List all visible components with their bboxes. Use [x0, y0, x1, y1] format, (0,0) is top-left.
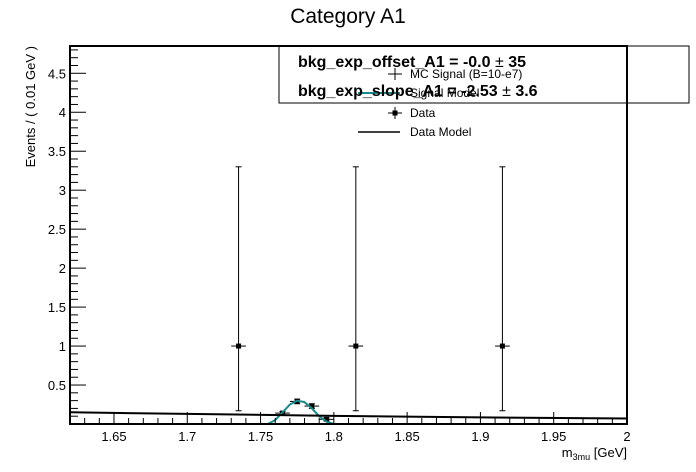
- y-tick-label: 3: [59, 183, 66, 198]
- y-axis-label: Events / ( 0.01 GeV ): [23, 46, 38, 167]
- x-tick-label: 1.7: [178, 429, 196, 444]
- data-marker: [309, 403, 315, 409]
- stats-offset-pm: ±: [495, 54, 504, 71]
- stats-box-frame: [278, 45, 690, 104]
- x-axis-label-sub: 3mu: [573, 452, 591, 462]
- x-axis-label-main: m: [562, 445, 573, 460]
- stats-line-offset: bkg_exp_offset_A1 = -0.0 ± 35: [298, 54, 526, 71]
- x-tick-label: 1.9: [471, 429, 489, 444]
- stats-line-slope: bkg_exp_slope_A1 = -2.53 ± 3.6: [298, 83, 538, 100]
- legend-entry: Signal Model: [358, 86, 479, 100]
- data-marker: [324, 416, 330, 422]
- legend-label: Signal Model: [410, 86, 479, 100]
- data-point: [348, 166, 364, 412]
- legend-entry: Data Model: [358, 125, 471, 139]
- data-layer: [69, 166, 628, 425]
- y-tick-label: 4.5: [48, 66, 66, 81]
- y-tick-label: 2: [59, 261, 66, 276]
- stats-slope-label: bkg_exp_slope_A1 = -2.53: [298, 83, 502, 100]
- chart-title: Category A1: [290, 5, 406, 28]
- data-point: [495, 166, 510, 412]
- stats-box: bkg_exp_offset_A1 = -0.0 ± 35 bkg_exp_sl…: [278, 45, 690, 104]
- data-point: [231, 166, 246, 412]
- legend-label: MC Signal (B=10-e7): [410, 67, 522, 81]
- legend-label: Data Model: [410, 125, 471, 139]
- x-axis-label-unit: [GeV]: [590, 445, 627, 460]
- x-tick-label: 1.8: [325, 429, 343, 444]
- y-tick-label: 3.5: [48, 144, 66, 159]
- stats-slope-value: 3.6: [511, 83, 538, 100]
- y-tick-label: 0.5: [48, 378, 66, 393]
- data-marker: [353, 343, 359, 349]
- y-tick-label: 1: [59, 339, 66, 354]
- x-axis-label: m3mu [GeV]: [562, 445, 627, 462]
- stats-slope-pm: ±: [502, 83, 511, 100]
- signal-model-curve: [267, 399, 335, 425]
- data-marker: [499, 343, 505, 349]
- x-tick-label: 1.95: [541, 429, 566, 444]
- x-tick-label: 1.65: [101, 429, 126, 444]
- legend-marker: [392, 110, 398, 116]
- data-model-curve: [69, 411, 628, 420]
- stats-offset-value: 35: [504, 54, 526, 71]
- stats-offset-label: bkg_exp_offset_A1 = -0.0: [298, 54, 495, 71]
- legend-label: Data: [410, 106, 436, 120]
- legend-entry: MC Signal (B=10-e7): [388, 67, 522, 81]
- data-marker: [236, 343, 242, 349]
- legend-entry: Data: [388, 106, 436, 120]
- axis-layer: 1.65 1.7 1.75 1.8 1.85 1.9 1.95 2 0.5 1 1.5 2 2.5 3 3.…: [48, 49, 631, 444]
- x-tick-label: 1.75: [248, 429, 273, 444]
- y-tick-label: 4: [59, 105, 66, 120]
- y-tick-label: 1.5: [48, 300, 66, 315]
- y-tick-label: 2.5: [48, 222, 66, 237]
- legend: MC Signal (B=10-e7) Signal Model Data Data …: [358, 67, 522, 139]
- x-tick-label: 1.85: [394, 429, 419, 444]
- x-tick-label: 2: [623, 429, 630, 444]
